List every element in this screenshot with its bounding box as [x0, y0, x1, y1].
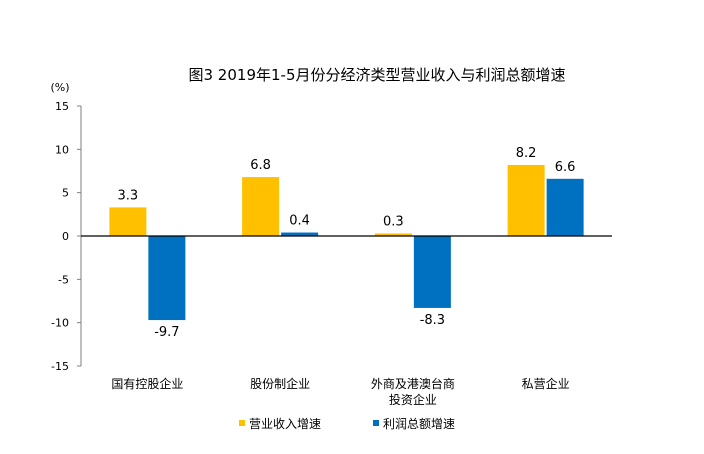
data-label: -8.3: [420, 313, 445, 328]
y-tick-label: 15: [55, 100, 69, 113]
bar: [109, 207, 147, 236]
bar: [413, 236, 451, 308]
chart-title: 图3 2019年1-5月份分经济类型营业收入与利润总额增速: [189, 66, 566, 84]
y-tick-label: -5: [58, 273, 69, 286]
legend-label: 利润总额增速: [383, 417, 455, 431]
category-label: 投资企业: [389, 392, 437, 407]
data-label: 8.2: [516, 146, 537, 161]
data-label: 6.6: [555, 160, 576, 175]
data-label: 3.3: [118, 188, 139, 203]
data-label: 0.3: [383, 214, 404, 229]
y-tick-label: 5: [62, 187, 69, 200]
y-tick-label: 10: [55, 143, 69, 156]
legend-swatch: [239, 420, 245, 426]
data-label: -9.7: [154, 325, 179, 340]
data-label: 0.4: [289, 214, 310, 229]
legend-swatch: [373, 420, 379, 426]
bar: [507, 164, 545, 236]
bar: [374, 233, 412, 236]
legend-label: 营业收入增速: [249, 417, 321, 431]
y-tick-label: -15: [51, 360, 69, 373]
category-label: 私营企业: [522, 376, 570, 391]
y-tick-label: 0: [62, 230, 69, 243]
y-tick-label: -10: [51, 317, 69, 330]
category-label: 外商及港澳台商: [371, 376, 455, 391]
bar: [148, 236, 186, 321]
bar: [546, 178, 584, 236]
y-axis-unit: (%): [50, 81, 69, 94]
plot-area: 15 10 5 0 -5 -10 -15 3.3 6.8 0.3 8.2 -9.7 0.4 -8.3 6.6…: [51, 100, 612, 431]
category-label: 国有控股企业: [111, 376, 183, 391]
category-label: 股份制企业: [250, 376, 310, 391]
data-label: 6.8: [250, 158, 271, 173]
bar: [281, 232, 319, 236]
bar: [242, 177, 280, 236]
